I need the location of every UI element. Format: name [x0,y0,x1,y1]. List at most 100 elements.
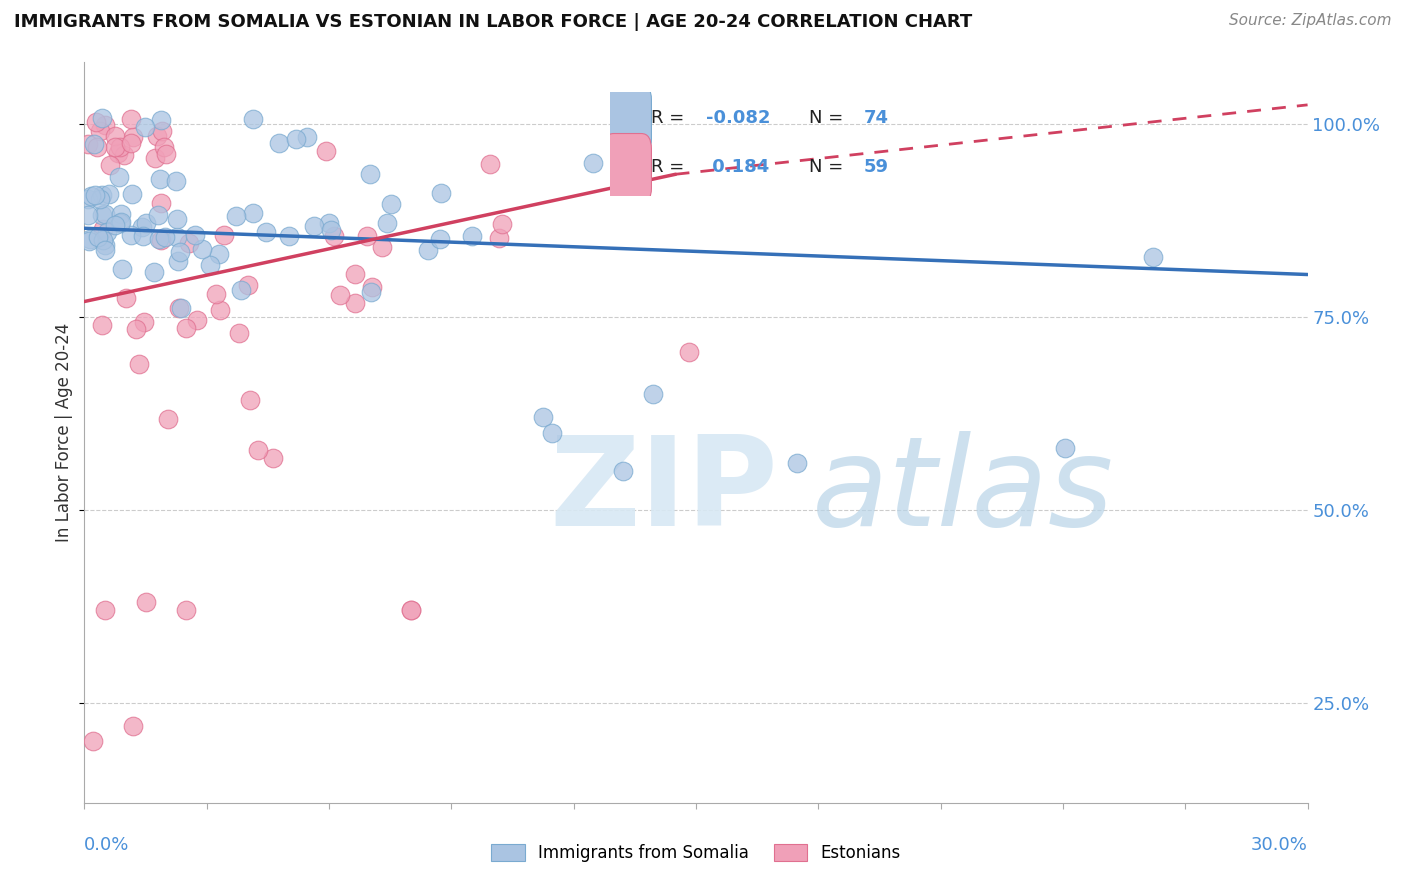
Point [344,295,367,310]
Point [186,313,208,327]
Point [479,157,502,171]
Point [98,158,121,172]
Point [323,229,346,244]
Point [143,264,166,278]
Point [79,232,101,246]
Point [94,238,117,252]
Point [1054,441,1077,455]
Text: ZIP: ZIP [550,432,778,552]
Point [150,124,173,138]
Point [612,464,634,478]
Text: IMMIGRANTS FROM SOMALIA VS ESTONIAN IN LABOR FORCE | AGE 20-24 CORRELATION CHART: IMMIGRANTS FROM SOMALIA VS ESTONIAN IN L… [14,13,973,31]
Point [377,216,399,230]
Point [488,231,510,245]
Point [153,230,176,244]
Point [491,217,513,231]
Point [155,146,177,161]
Point [131,220,153,235]
Point [225,209,247,223]
Point [165,174,187,188]
Point [359,167,381,181]
Point [143,151,166,165]
Point [208,302,231,317]
Point [97,187,120,202]
Point [166,229,188,244]
Point [134,120,156,134]
Point [540,425,562,440]
Point [96,225,118,239]
Point [285,132,308,146]
Point [83,187,105,202]
Legend: Immigrants from Somalia, Estonians: Immigrants from Somalia, Estonians [485,837,907,869]
Point [315,144,337,158]
Point [360,279,382,293]
Point [110,207,132,221]
Point [207,247,229,261]
Point [641,387,664,401]
Point [82,734,104,748]
Point [416,244,439,258]
Point [256,225,278,239]
Point [114,147,136,161]
Point [93,234,115,248]
Point [786,457,808,471]
Point [89,124,111,138]
Point [678,345,700,359]
Point [122,130,145,145]
Point [108,140,131,154]
Point [77,193,100,207]
Point [135,595,157,609]
Point [84,115,107,129]
Point [125,322,148,336]
Text: atlas: atlas [813,432,1115,552]
Point [582,156,605,170]
Point [114,291,136,305]
Point [104,140,127,154]
Point [380,197,402,211]
Point [328,287,350,301]
Point [80,189,103,203]
Y-axis label: In Labor Force | Age 20-24: In Labor Force | Age 20-24 [55,323,73,542]
Point [93,603,115,617]
Point [399,603,422,617]
Point [94,243,117,257]
Point [128,357,150,371]
Point [191,243,214,257]
Point [174,321,197,335]
Point [318,216,340,230]
Point [184,227,207,242]
Point [86,140,108,154]
Point [107,145,129,160]
Point [149,172,172,186]
Point [135,216,157,230]
Point [148,232,170,246]
Point [242,112,264,126]
Point [77,234,100,248]
Point [399,603,422,617]
Point [120,227,142,242]
Point [111,262,134,277]
Point [94,118,117,132]
Point [90,318,112,333]
Point [228,326,250,340]
Text: Source: ZipAtlas.com: Source: ZipAtlas.com [1229,13,1392,29]
Point [132,229,155,244]
Point [1142,250,1164,264]
Point [461,229,484,244]
Point [278,229,301,244]
Point [236,278,259,293]
Point [146,129,169,144]
Point [246,442,269,457]
Point [90,112,112,126]
Point [205,286,228,301]
Point [110,215,132,229]
Point [356,229,378,244]
Point [198,258,221,272]
Point [430,186,453,200]
Point [104,218,127,232]
Point [177,235,200,250]
Point [170,301,193,315]
Point [231,283,253,297]
Point [83,136,105,151]
Point [319,222,342,236]
